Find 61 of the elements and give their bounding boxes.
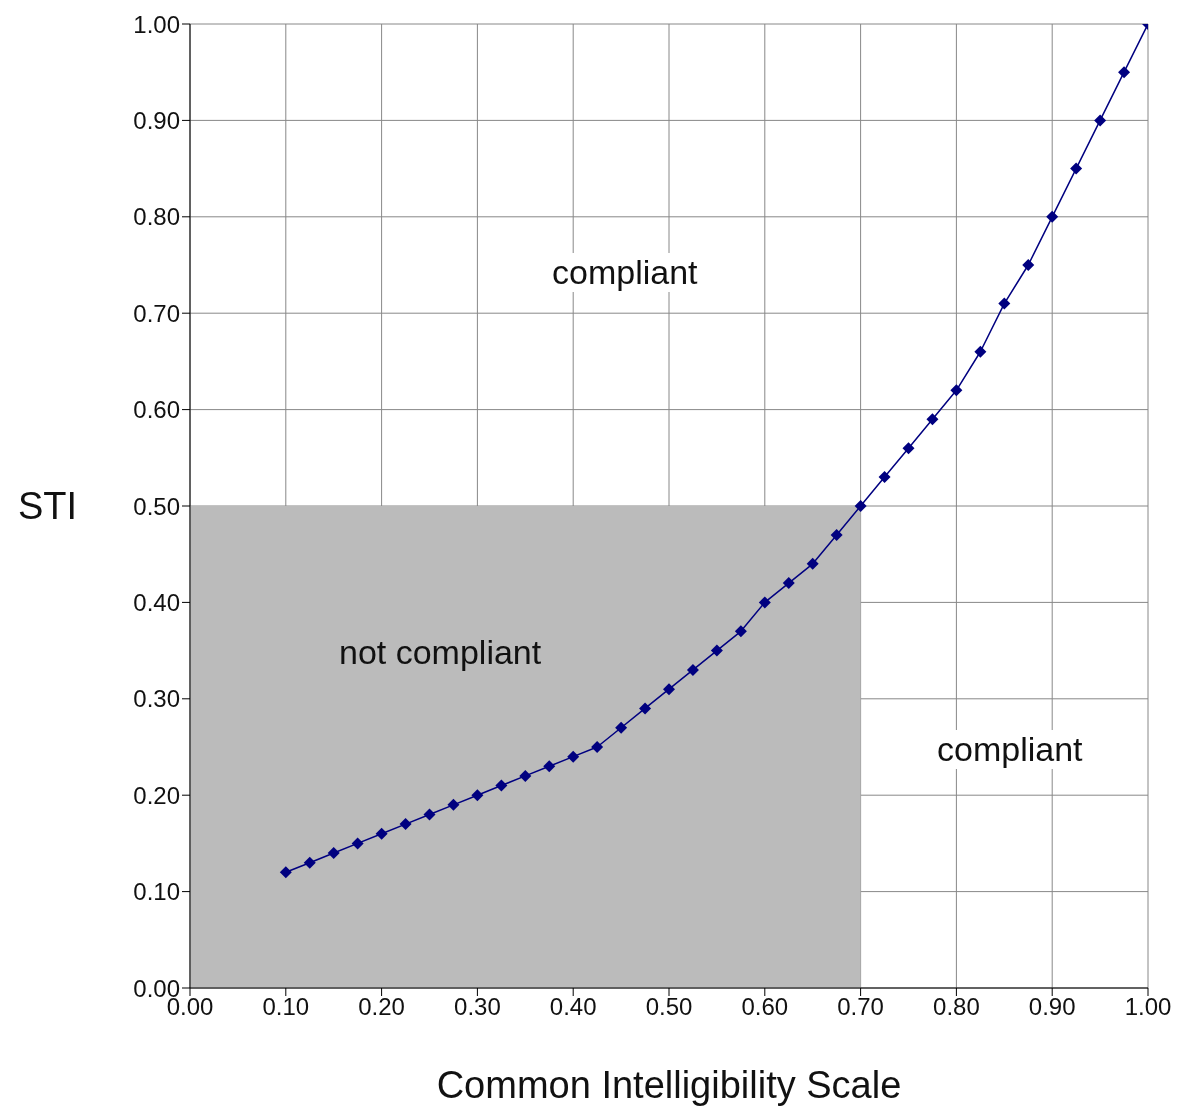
point <box>1022 259 1035 271</box>
point <box>1118 66 1131 79</box>
x-tick-label: 0.80 <box>933 993 980 1021</box>
point <box>591 741 604 753</box>
y-tick-label: 0.10 <box>133 878 180 906</box>
point <box>758 596 771 609</box>
y-tick-label: 0.40 <box>133 588 180 616</box>
x-tick-label: 0.50 <box>645 993 693 1021</box>
point <box>854 500 867 512</box>
point <box>639 702 652 715</box>
x-tick-label: 1.00 <box>1124 993 1172 1021</box>
point <box>399 818 412 831</box>
x-tick-label: 0.10 <box>262 993 310 1021</box>
point <box>926 413 939 426</box>
point <box>567 750 580 763</box>
point <box>734 625 747 638</box>
point <box>998 297 1011 310</box>
point <box>902 442 915 455</box>
point <box>782 577 795 590</box>
point <box>495 779 508 792</box>
point <box>1046 210 1059 223</box>
point <box>686 663 699 676</box>
y-tick-label: 0.70 <box>133 299 180 327</box>
point <box>830 528 843 541</box>
x-tick-label: 0.40 <box>549 993 597 1021</box>
point <box>471 789 484 802</box>
point <box>950 384 963 397</box>
annotation: not compliant <box>338 633 543 672</box>
y-tick-label: 0.20 <box>133 781 180 809</box>
point <box>303 856 316 869</box>
y-tick-label: 0.50 <box>133 492 180 520</box>
point <box>375 827 388 840</box>
point <box>519 769 532 782</box>
point <box>279 866 292 879</box>
point <box>423 808 436 821</box>
point <box>543 760 556 773</box>
point <box>710 644 723 657</box>
point <box>663 683 675 696</box>
point <box>878 471 891 484</box>
point <box>327 847 340 860</box>
x-tick-label: 0.20 <box>358 993 405 1021</box>
y-tick-label: 0.90 <box>133 106 180 134</box>
y-tick-label: 0.80 <box>133 203 180 231</box>
point <box>1070 162 1083 175</box>
annotation: compliant <box>548 253 702 292</box>
point <box>806 557 819 570</box>
y-tick-label: 0.60 <box>133 396 180 424</box>
point <box>447 798 460 811</box>
point <box>615 721 628 734</box>
point <box>974 345 987 358</box>
x-tick-label: 0.60 <box>741 993 789 1021</box>
x-tick-label: 0.90 <box>1028 993 1076 1021</box>
point <box>351 837 364 850</box>
x-tick-label: 0.30 <box>454 993 501 1021</box>
y-axis-title: STI <box>18 485 78 528</box>
annotation: compliant <box>933 730 1087 769</box>
x-axis-title: Common Intelligibility Scale <box>436 1064 902 1106</box>
y-tick-label: 0.30 <box>133 685 180 713</box>
x-tick-label: 0.70 <box>837 993 884 1021</box>
point <box>1094 114 1107 127</box>
y-tick-label: 1.00 <box>133 10 180 38</box>
